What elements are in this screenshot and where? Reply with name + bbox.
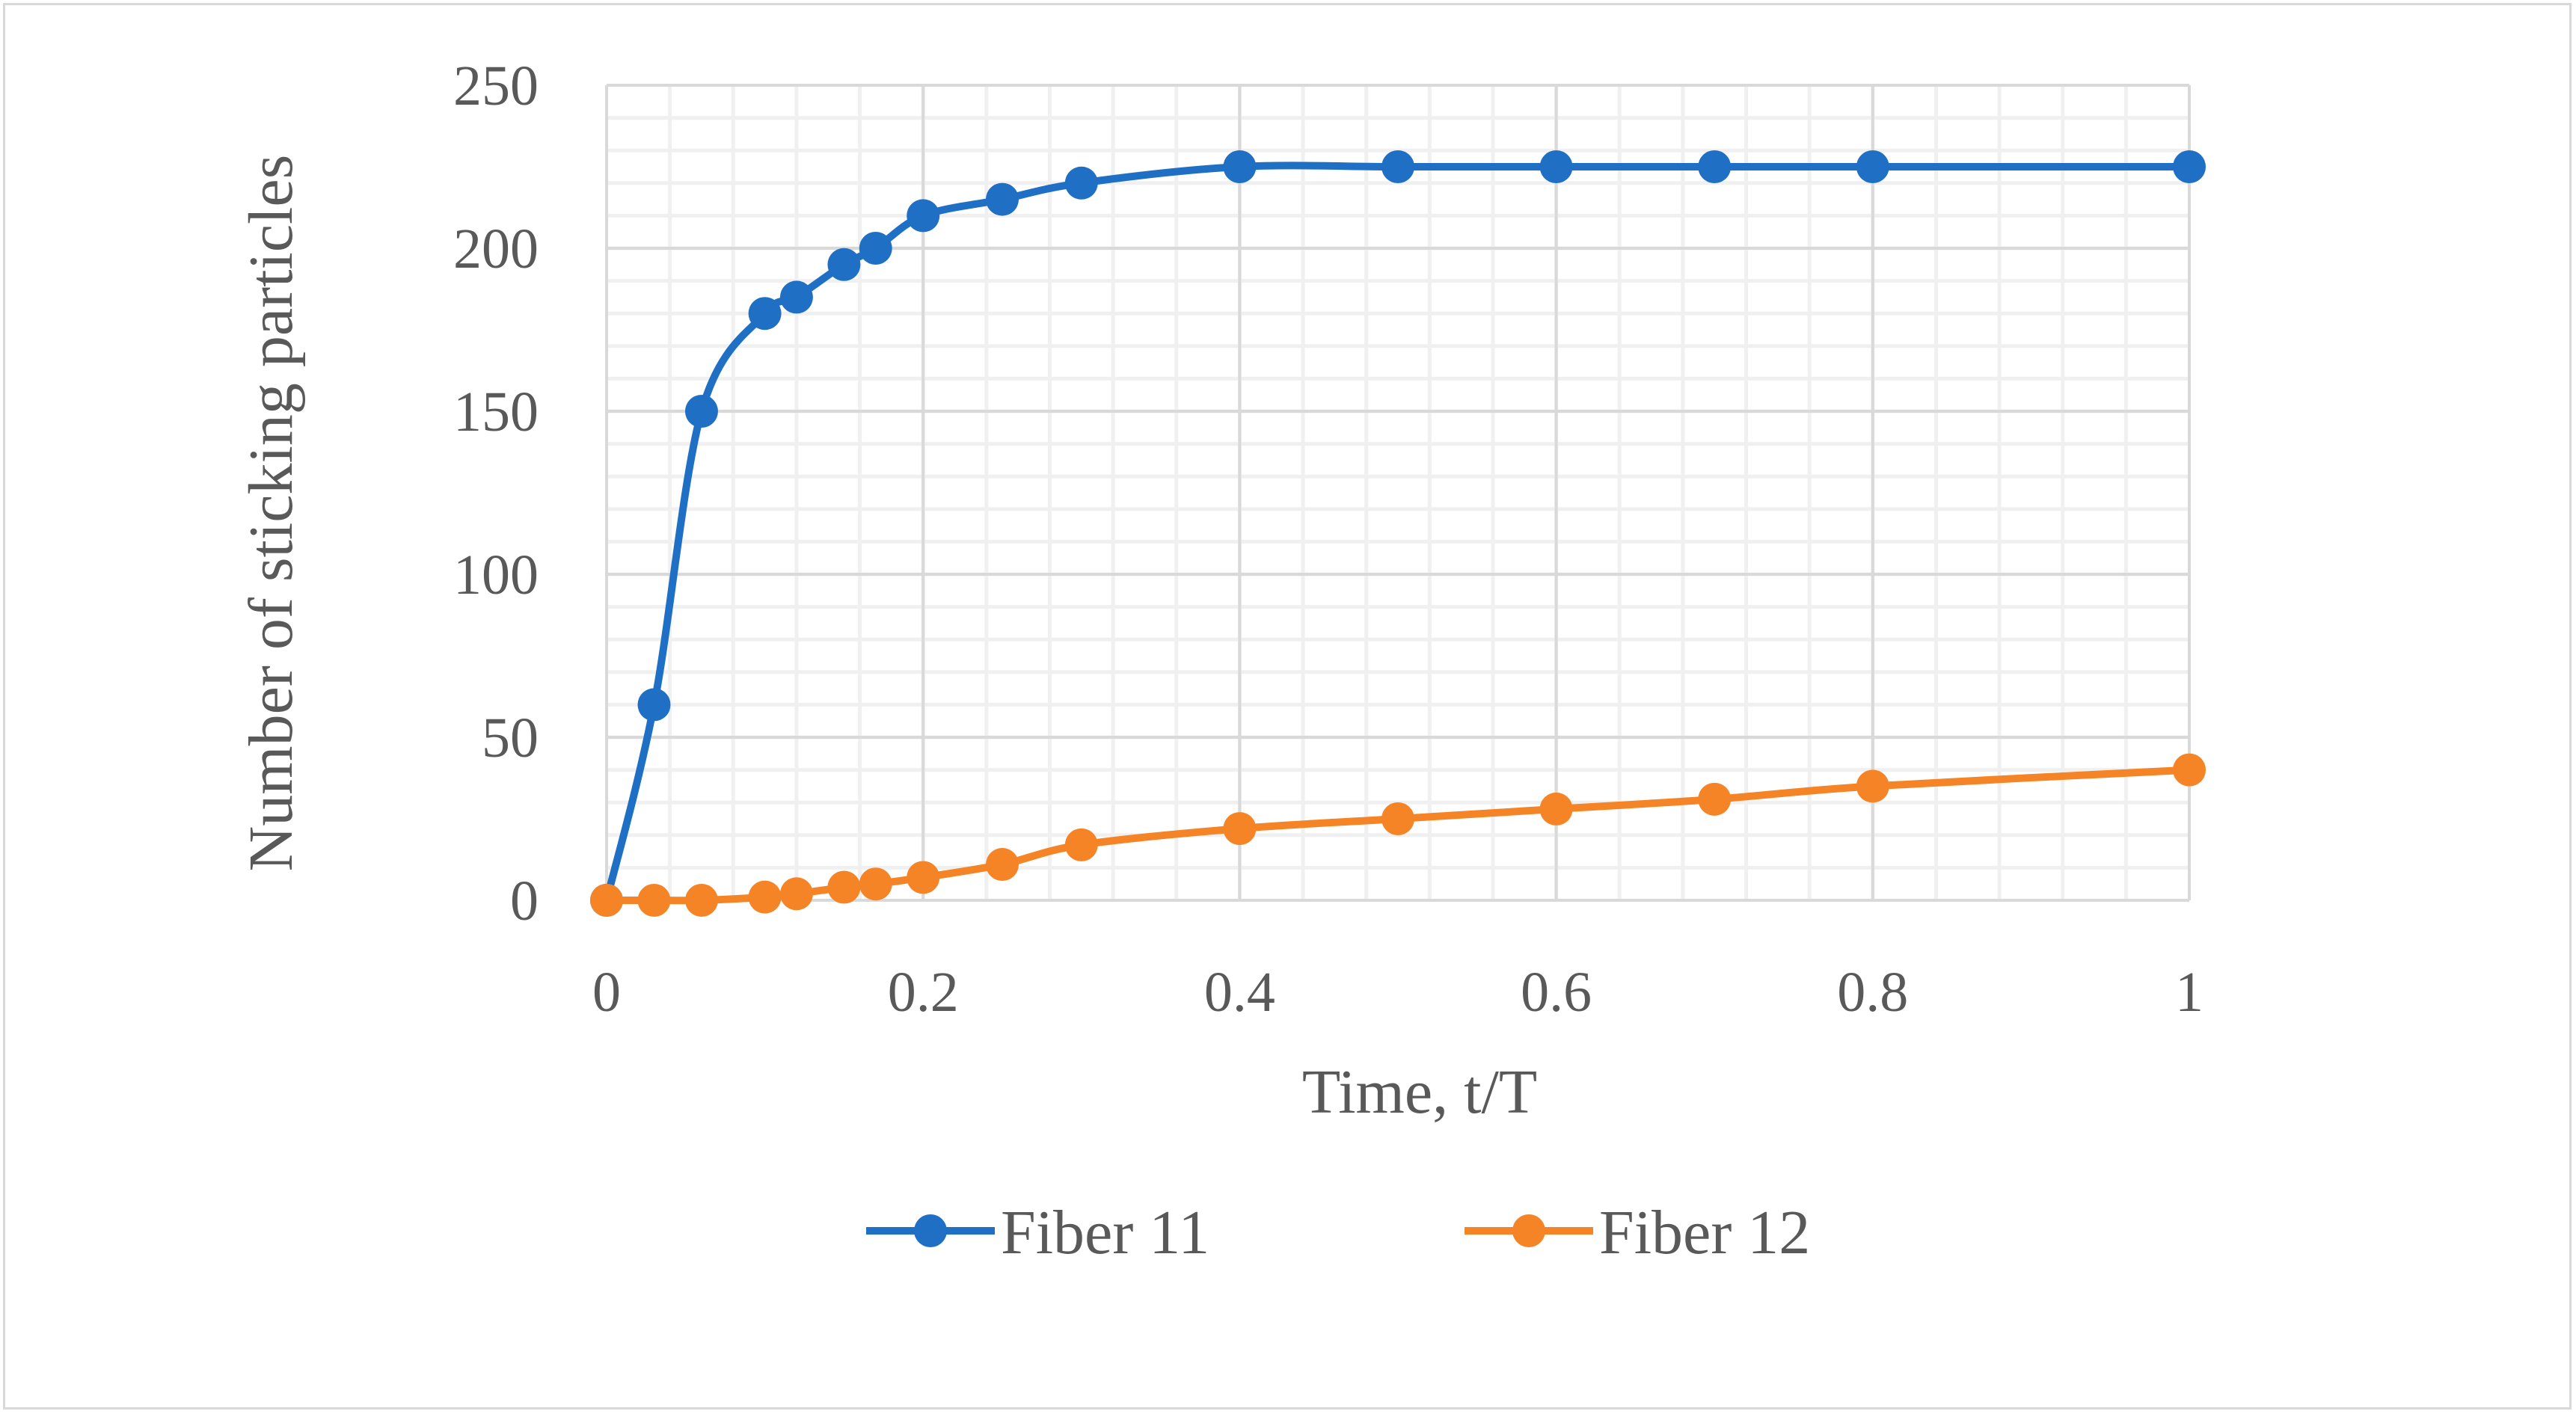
data-point — [1223, 812, 1257, 846]
data-point — [748, 297, 782, 331]
data-point — [907, 199, 940, 233]
x-axis-title: Time, t/T — [1302, 1057, 1537, 1127]
x-tick-label: 0.6 — [1521, 961, 1592, 1024]
data-point — [827, 248, 861, 281]
data-point — [1064, 166, 1098, 200]
data-point — [684, 395, 718, 428]
y-tick-label: 150 — [453, 381, 539, 443]
series-layer — [590, 150, 2206, 917]
x-tick-label: 0.2 — [888, 961, 959, 1024]
data-point — [986, 848, 1019, 882]
x-tick-label: 0.8 — [1837, 961, 1908, 1024]
x-tick-label: 0.4 — [1204, 961, 1275, 1024]
legend-item: Fiber 11 — [866, 1198, 1209, 1267]
data-point — [859, 867, 892, 901]
data-point — [1064, 828, 1098, 861]
major-grid — [605, 84, 2191, 902]
minor-grid — [607, 85, 2189, 900]
data-point — [1381, 150, 1414, 183]
y-tick-label: 200 — [453, 218, 539, 280]
y-tick-label: 100 — [453, 544, 539, 606]
legend-swatch-marker — [914, 1214, 947, 1247]
y-axis-title: Number of sticking particles — [236, 155, 306, 872]
legend-label: Fiber 11 — [1001, 1198, 1209, 1267]
data-point — [2173, 150, 2206, 183]
y-axis-tick-labels: 0 50 100 150 200 250 — [453, 55, 539, 932]
y-tick-label: 250 — [453, 55, 539, 117]
data-point — [1856, 150, 1889, 183]
data-point — [590, 884, 623, 917]
data-point — [2173, 753, 2206, 787]
x-tick-label: 1 — [2175, 961, 2204, 1024]
data-point — [1223, 150, 1257, 183]
data-point — [684, 884, 718, 917]
data-point — [1856, 769, 1889, 803]
series-1 — [590, 150, 2206, 917]
legend-item: Fiber 12 — [1465, 1198, 1810, 1267]
data-point — [1381, 802, 1414, 835]
data-point — [907, 861, 940, 894]
y-tick-label: 0 — [510, 870, 539, 932]
data-point — [986, 182, 1019, 216]
x-tick-label: 0 — [592, 961, 621, 1024]
legend-label: Fiber 12 — [1599, 1198, 1810, 1267]
y-tick-label: 50 — [482, 707, 539, 769]
data-point — [1539, 150, 1573, 183]
data-point — [1698, 150, 1732, 183]
x-axis-tick-labels: 0 0.2 0.4 0.6 0.8 1 — [592, 961, 2204, 1024]
data-point — [637, 688, 671, 722]
legend-swatch-marker — [1512, 1214, 1545, 1247]
data-point — [1539, 792, 1573, 826]
data-point — [779, 280, 813, 314]
data-point — [748, 880, 782, 914]
data-point — [637, 884, 671, 917]
data-point — [1698, 782, 1732, 816]
series-2 — [590, 753, 2206, 917]
data-point — [827, 870, 861, 904]
legend: Fiber 11 Fiber 12 — [866, 1198, 1810, 1267]
data-point — [779, 877, 813, 911]
data-point — [859, 232, 892, 265]
